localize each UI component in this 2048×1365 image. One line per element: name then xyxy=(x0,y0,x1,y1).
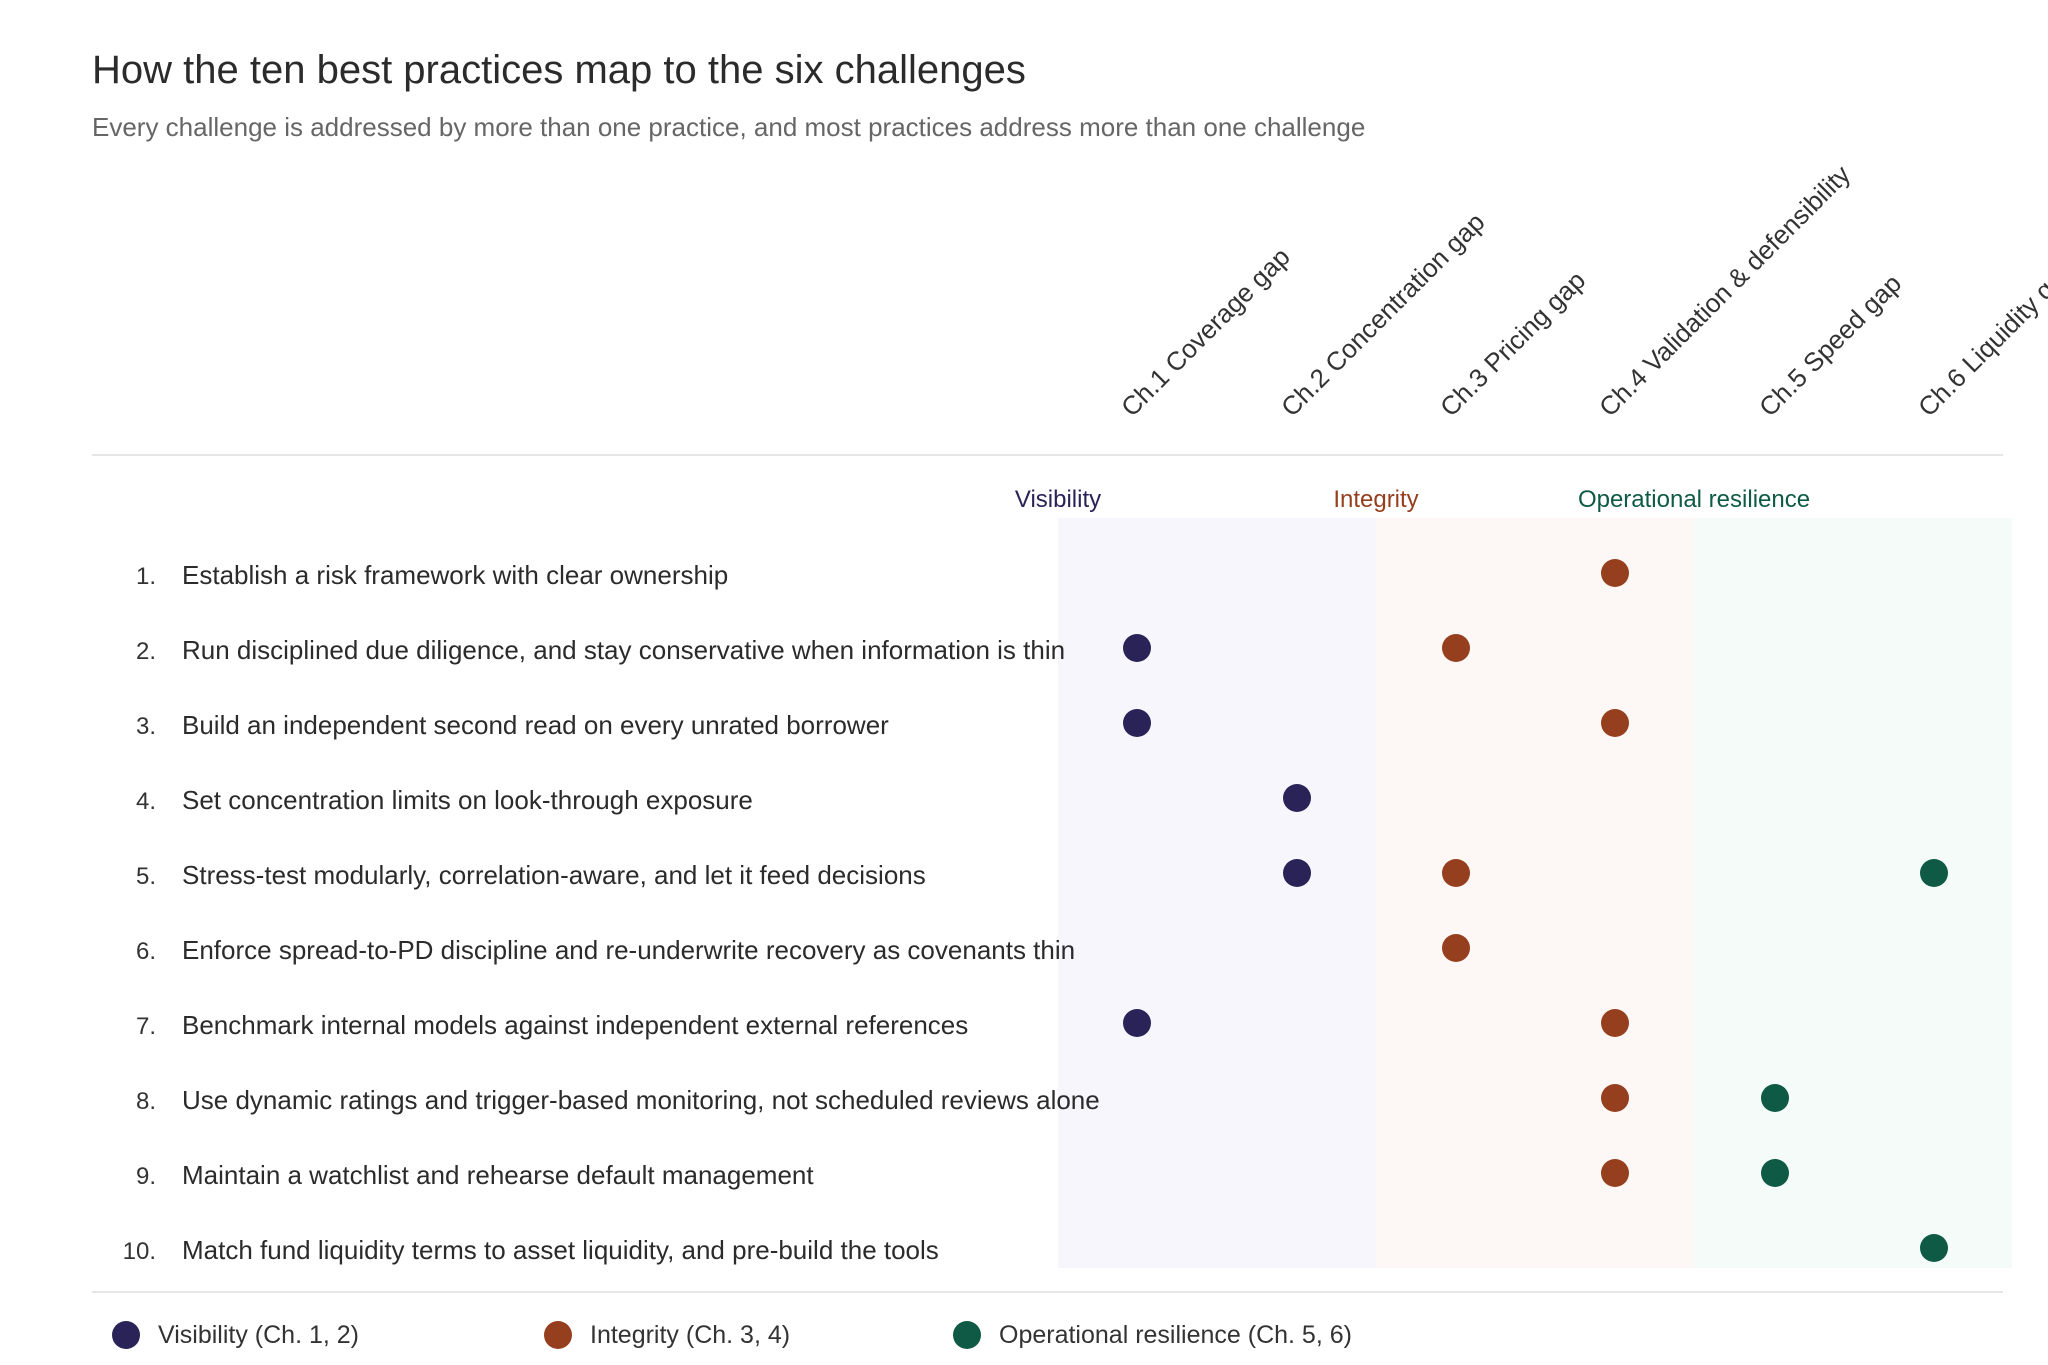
chart-title: How the ten best practices map to the si… xyxy=(92,48,1026,92)
row-number-8: 8. xyxy=(136,1088,156,1115)
mark-row-5-col-3 xyxy=(1442,859,1470,887)
legend-dot-visibility xyxy=(112,1321,140,1349)
group-label-visibility: Visibility xyxy=(1015,486,1101,513)
mark-row-2-col-3 xyxy=(1442,634,1470,662)
mark-row-1-col-4 xyxy=(1601,559,1629,587)
column-header-3: Ch.3 Pricing gap xyxy=(1434,265,1591,422)
mark-row-6-col-3 xyxy=(1442,934,1470,962)
mark-row-5-col-2 xyxy=(1283,859,1311,887)
row-label-7: Benchmark internal models against indepe… xyxy=(182,1010,968,1040)
row-label-3: Build an independent second read on ever… xyxy=(182,710,889,740)
legend-label-integrity: Integrity (Ch. 3, 4) xyxy=(590,1320,791,1349)
row-number-9: 9. xyxy=(136,1163,156,1190)
legend: Visibility (Ch. 1, 2) Integrity (Ch. 3, … xyxy=(0,1310,2048,1360)
column-header-5: Ch.5 Speed gap xyxy=(1753,268,1907,422)
mark-row-7-col-4 xyxy=(1601,1009,1629,1037)
column-header-1: Ch.1 Coverage gap xyxy=(1115,242,1296,423)
mark-row-4-col-2 xyxy=(1283,784,1311,812)
row-number-3: 3. xyxy=(136,713,156,740)
legend-label-resilience: Operational resilience (Ch. 5, 6) xyxy=(999,1320,1352,1349)
row-label-10: Match fund liquidity terms to asset liqu… xyxy=(182,1235,939,1265)
mark-row-10-col-6 xyxy=(1920,1234,1948,1262)
mark-row-9-col-4 xyxy=(1601,1159,1629,1187)
row-number-10: 10. xyxy=(123,1238,156,1265)
row-number-5: 5. xyxy=(136,863,156,890)
row-label-4: Set concentration limits on look-through… xyxy=(182,785,753,815)
row-label-6: Enforce spread-to-PD discipline and re-u… xyxy=(182,935,1075,965)
mark-row-9-col-5 xyxy=(1761,1159,1789,1187)
row-label-5: Stress-test modularly, correlation-aware… xyxy=(182,860,926,890)
legend-dot-resilience xyxy=(953,1321,981,1349)
row-label-8: Use dynamic ratings and trigger-based mo… xyxy=(182,1085,1100,1115)
chart-subtitle: Every challenge is addressed by more tha… xyxy=(92,112,1366,142)
mark-row-5-col-6 xyxy=(1920,859,1948,887)
row-label-9: Maintain a watchlist and rehearse defaul… xyxy=(182,1160,814,1190)
legend-item-resilience: Operational resilience (Ch. 5, 6) xyxy=(953,1310,1352,1360)
legend-item-integrity: Integrity (Ch. 3, 4) xyxy=(544,1310,790,1360)
legend-label-visibility: Visibility (Ch. 1, 2) xyxy=(158,1320,359,1349)
row-label-1: Establish a risk framework with clear ow… xyxy=(182,560,728,590)
band-visibility xyxy=(1058,518,1376,1268)
mark-row-8-col-4 xyxy=(1601,1084,1629,1112)
mark-row-7-col-1 xyxy=(1123,1009,1151,1037)
column-header-4: Ch.4 Validation & defensibility xyxy=(1593,159,1856,422)
row-label-2: Run disciplined due diligence, and stay … xyxy=(182,635,1065,665)
legend-dot-integrity xyxy=(544,1321,572,1349)
row-number-1: 1. xyxy=(136,563,156,590)
row-number-7: 7. xyxy=(136,1013,156,1040)
group-label-resilience: Operational resilience xyxy=(1578,486,1810,513)
mark-row-2-col-1 xyxy=(1123,634,1151,662)
band-integrity xyxy=(1376,518,1694,1268)
mark-row-3-col-4 xyxy=(1601,709,1629,737)
mark-row-3-col-1 xyxy=(1123,709,1151,737)
row-number-6: 6. xyxy=(136,938,156,965)
column-header-6: Ch.6 Liquidity gap xyxy=(1912,254,2048,422)
band-resilience xyxy=(1694,518,2012,1268)
legend-item-visibility: Visibility (Ch. 1, 2) xyxy=(112,1310,359,1360)
group-label-integrity: Integrity xyxy=(1333,486,1418,513)
row-number-4: 4. xyxy=(136,788,156,815)
mark-row-8-col-5 xyxy=(1761,1084,1789,1112)
row-number-2: 2. xyxy=(136,638,156,665)
